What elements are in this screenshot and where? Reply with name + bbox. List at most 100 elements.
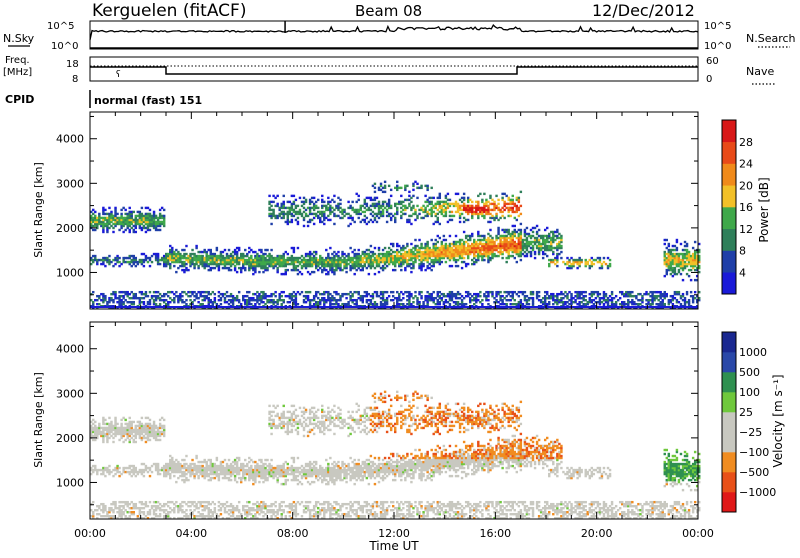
power-cell [299, 197, 301, 199]
power-cell [465, 303, 467, 305]
power-cell [688, 275, 690, 277]
power-cell [609, 263, 611, 265]
power-cell [378, 271, 380, 273]
power-cell [556, 229, 558, 231]
power-cell [396, 207, 398, 209]
power-cell [307, 225, 309, 227]
power-cell [394, 217, 396, 219]
power-cell [406, 243, 408, 245]
power-cell [185, 299, 187, 301]
power-cell [433, 291, 435, 293]
power-cell [376, 197, 378, 199]
power-cell [505, 303, 507, 305]
power-cell [133, 211, 135, 213]
power-cell [690, 291, 692, 293]
power-cell [599, 293, 601, 295]
power-cell [250, 255, 252, 257]
power-cell [410, 293, 412, 295]
y-tick-label: 2000 [56, 222, 84, 235]
power-cell [321, 195, 323, 197]
power-cell [283, 195, 285, 197]
velocity-cell [133, 511, 135, 513]
power-cell [556, 265, 558, 267]
power-cell [412, 301, 414, 303]
power-cell [370, 245, 372, 247]
power-cell [108, 255, 110, 257]
power-cell [116, 213, 118, 215]
power-cell [666, 293, 668, 295]
velocity-cell [143, 475, 145, 477]
power-cell [518, 295, 520, 297]
nsearch-tick-high: 10^5 [704, 21, 731, 32]
power-cell [483, 259, 485, 261]
power-cell [682, 293, 684, 295]
power-cell [491, 291, 493, 293]
power-cell [301, 273, 303, 275]
power-cell [416, 205, 418, 207]
power-cell [451, 219, 453, 221]
power-cell [526, 227, 528, 229]
power-cell [358, 249, 360, 251]
nave-tick-low: 0 [706, 74, 712, 85]
power-cell [303, 225, 305, 227]
power-cell [175, 291, 177, 293]
power-cell [307, 295, 309, 297]
velocity-cell [108, 417, 110, 419]
power-cell [175, 271, 177, 273]
power-cell [538, 291, 540, 293]
power-cell [345, 271, 347, 273]
power-cell [471, 233, 473, 235]
power-cell [386, 291, 388, 293]
power-cell [112, 231, 114, 233]
nsky-label: N.Sky [3, 32, 35, 45]
velocity-cell [135, 503, 137, 505]
power-cell [323, 201, 325, 203]
power-cell [297, 217, 299, 219]
velocity-cell [110, 421, 112, 423]
power-cell [120, 213, 122, 215]
power-cell [414, 209, 416, 211]
power-cell [479, 295, 481, 297]
power-cell [430, 269, 432, 271]
y-tick-label: 4000 [56, 133, 84, 146]
power-cell [329, 219, 331, 221]
velocity-cell [92, 501, 94, 503]
power-cell [313, 197, 315, 199]
power-cell [487, 299, 489, 301]
power-cell [159, 229, 161, 231]
power-cell [694, 241, 696, 243]
velocity-cell [149, 419, 151, 421]
power-cell [410, 271, 412, 273]
freq-trace [90, 67, 698, 74]
power-cell [520, 213, 522, 215]
power-cell [159, 303, 161, 305]
power-cell [546, 255, 548, 257]
power-cell [501, 257, 503, 259]
power-cell [220, 303, 222, 305]
power-cell [353, 273, 355, 275]
power-cell [374, 247, 376, 249]
power-cell [680, 243, 682, 245]
power-cell [327, 197, 329, 199]
power-cell [512, 195, 514, 197]
power-cell [495, 213, 497, 215]
power-cell [287, 269, 289, 271]
power-cell [552, 251, 554, 253]
power-cell [297, 221, 299, 223]
power-cell [664, 303, 666, 305]
velocity-cell [153, 421, 155, 423]
power-cell [228, 249, 230, 251]
power-cell [378, 201, 380, 203]
power-cell [463, 257, 465, 259]
power-cell [317, 207, 319, 209]
power-cell [538, 295, 540, 297]
power-cell [366, 217, 368, 219]
velocity-cell [151, 471, 153, 473]
power-cell [534, 257, 536, 259]
power-cell [347, 201, 349, 203]
power-cell [416, 197, 418, 199]
power-cell [274, 291, 276, 293]
power-cell [195, 245, 197, 247]
power-cell [631, 291, 633, 293]
power-cell [410, 223, 412, 225]
